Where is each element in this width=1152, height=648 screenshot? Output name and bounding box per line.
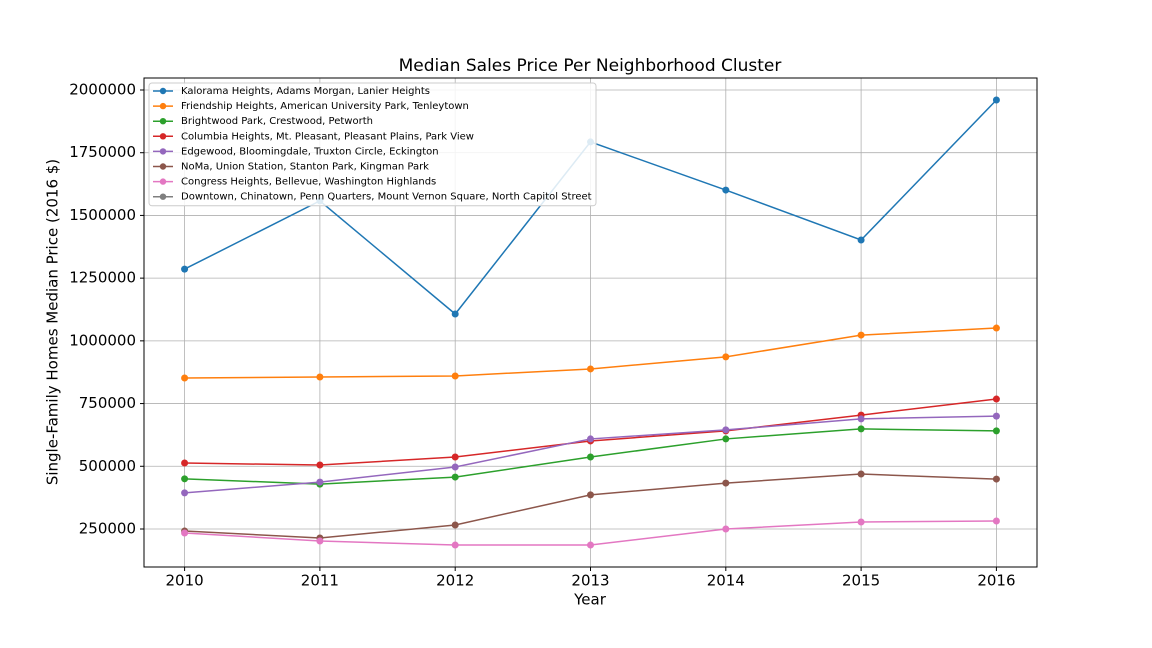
data-point [992, 517, 1000, 525]
data-point [181, 489, 189, 497]
y-tick-label: 500000 [79, 457, 136, 475]
data-point [451, 310, 459, 318]
legend-label: Columbia Heights, Mt. Pleasant, Pleasant… [181, 131, 474, 142]
data-point [451, 453, 459, 461]
y-tick-label: 1750000 [69, 143, 136, 161]
x-axis-label: Year [573, 591, 607, 609]
legend-marker [159, 148, 167, 155]
data-point [316, 373, 324, 381]
legend-marker [159, 87, 167, 95]
data-point [992, 324, 1000, 332]
data-point [587, 491, 594, 499]
data-point [992, 427, 1000, 435]
legend-label: Brightwood Park, Crestwood, Petworth [181, 116, 373, 127]
legend-label: NoMa, Union Station, Stanton Park, Kingm… [181, 162, 429, 173]
data-point [587, 541, 594, 549]
data-point [587, 435, 594, 443]
legend-marker [159, 102, 167, 110]
data-point [992, 96, 1000, 104]
data-point [451, 473, 459, 481]
data-point [181, 374, 189, 382]
x-tick-label: 2012 [436, 572, 474, 590]
data-point [316, 537, 324, 545]
data-point [181, 265, 189, 273]
legend-label: Edgewood, Bloomingdale, Truxton Circle, … [181, 146, 439, 157]
data-point [722, 426, 730, 434]
y-tick-label: 1500000 [69, 206, 136, 224]
legend-marker [159, 178, 167, 185]
chart-title: Median Sales Price Per Neighborhood Clus… [399, 56, 782, 76]
data-point [587, 365, 594, 373]
data-point [316, 478, 324, 486]
data-point [722, 479, 730, 487]
plot-frame [143, 77, 1038, 568]
data-point [451, 541, 459, 549]
legend-label: Kalorama Heights, Adams Morgan, Lanier H… [181, 86, 430, 97]
data-point [857, 425, 865, 433]
x-tick-label: 2014 [707, 572, 745, 590]
x-tick-label: 2010 [165, 572, 203, 590]
y-tick-label: 750000 [79, 394, 136, 412]
legend-label: Congress Heights, Bellevue, Washington H… [181, 177, 436, 188]
data-point [722, 435, 730, 443]
data-point [857, 518, 865, 526]
x-tick-label: 2015 [842, 572, 880, 590]
data-point [857, 415, 865, 423]
y-tick-label: 2000000 [69, 80, 136, 98]
legend-label: Downtown, Chinatown, Penn Quarters, Moun… [181, 192, 592, 203]
legend-marker [159, 193, 167, 200]
y-tick-label: 1000000 [69, 331, 136, 349]
legend-marker [159, 118, 167, 125]
data-point [451, 372, 459, 380]
x-tick-label: 2011 [301, 572, 339, 590]
legend-marker [159, 163, 167, 170]
legend: Kalorama Heights, Adams Morgan, Lanier H… [148, 82, 597, 207]
y-axis-label: Single-Family Homes Median Price (2016 $… [44, 159, 62, 485]
data-point [181, 529, 189, 537]
x-tick-label: 2013 [571, 572, 609, 590]
data-point [857, 470, 865, 478]
data-point [857, 236, 865, 244]
data-point [722, 353, 730, 361]
data-point [857, 331, 865, 339]
legend-label: Friendship Heights, American University … [181, 101, 469, 112]
data-point [451, 521, 459, 529]
data-point [587, 453, 594, 461]
data-point [722, 186, 730, 194]
x-tick-label: 2016 [977, 572, 1015, 590]
data-point [316, 461, 324, 469]
y-tick-label: 1250000 [69, 269, 136, 287]
data-point [992, 395, 1000, 403]
data-point [181, 475, 189, 483]
legend-marker [159, 133, 167, 140]
data-point [992, 475, 1000, 483]
data-point [992, 412, 1000, 420]
legend-box [148, 82, 597, 207]
data-point [722, 525, 730, 533]
data-point [181, 459, 189, 467]
y-tick-label: 250000 [79, 519, 136, 537]
data-point [451, 463, 459, 471]
